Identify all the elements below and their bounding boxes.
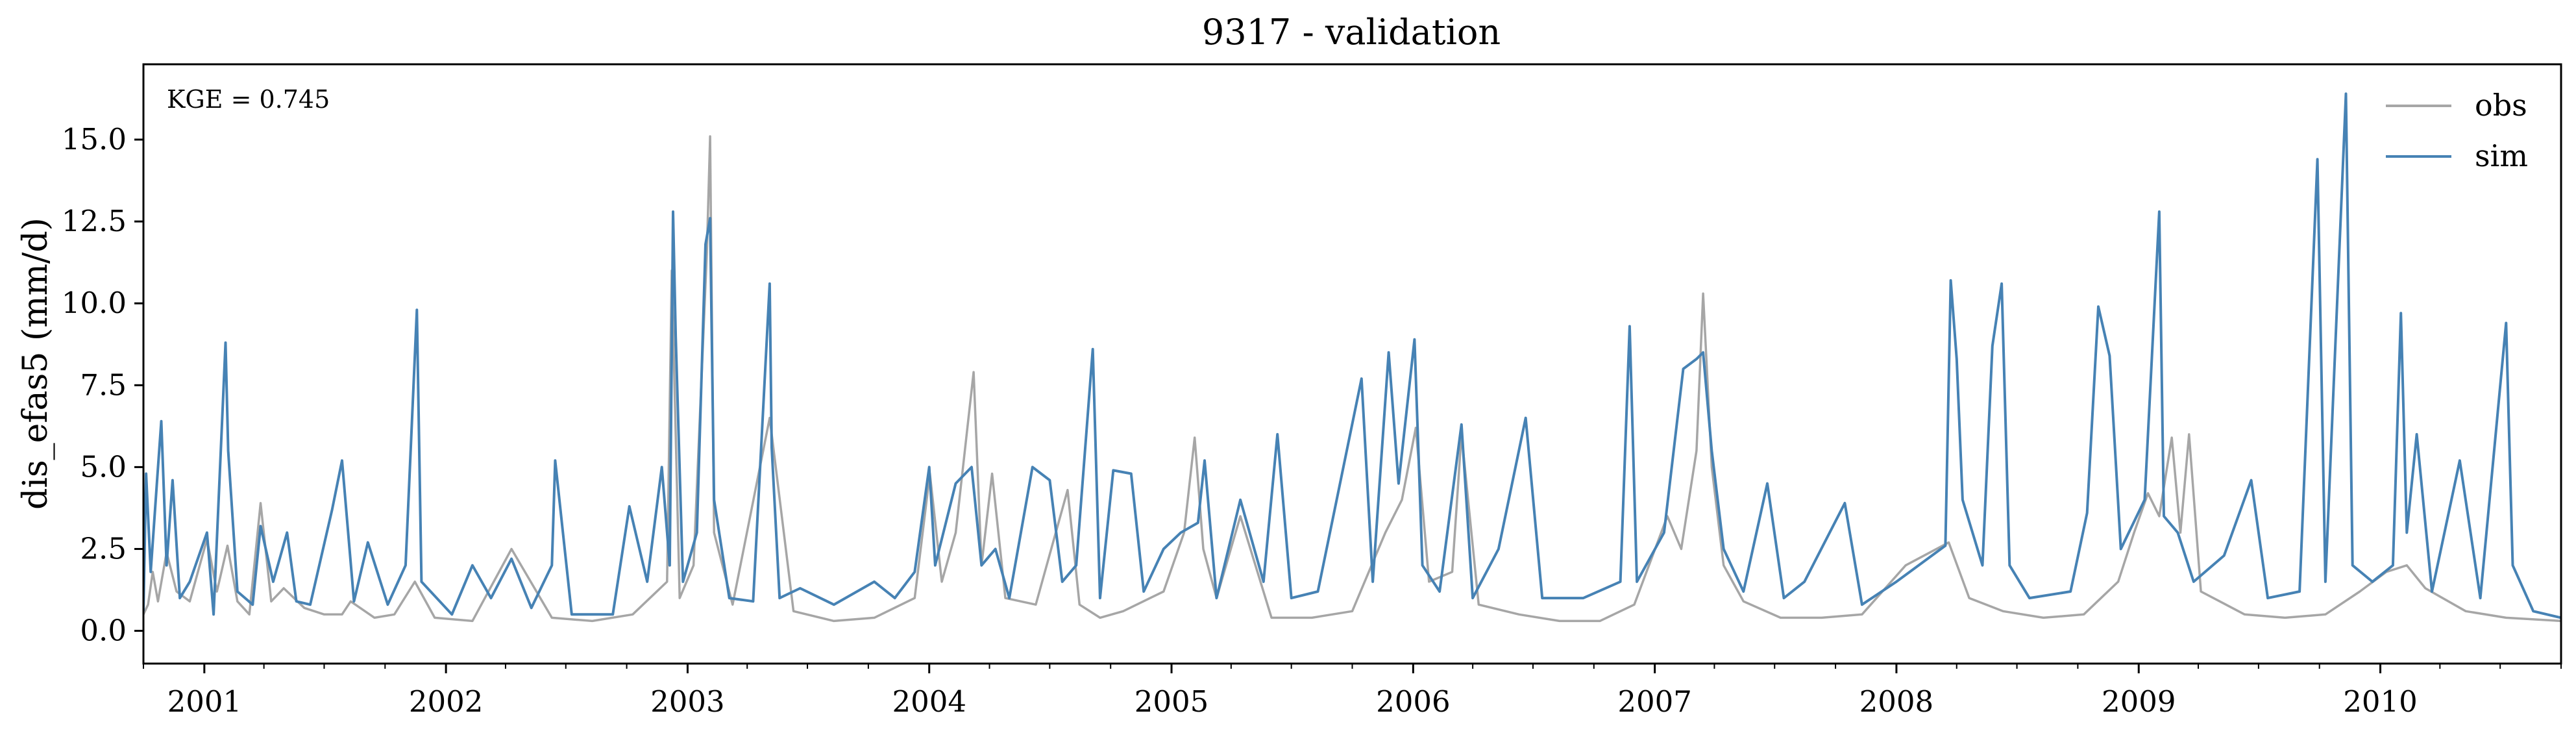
series-line-sim [143, 92, 2561, 619]
y-tick-label: 0.0 [80, 614, 127, 648]
x-axis: 2001 2002 2003 2004 2005 2006 2007 2008 2009 2010 [143, 664, 2562, 719]
series-line-obs [143, 135, 2561, 623]
x-tick-label: 2005 [1135, 684, 1209, 719]
y-tick-label: 15.0 [62, 122, 127, 156]
x-tick-label: 2006 [1376, 684, 1451, 719]
x-tick-label: 2004 [892, 684, 966, 719]
y-tick-label: 2.5 [80, 531, 127, 566]
y-axis-label: dis_efas5 (mm/d) [16, 218, 55, 510]
legend-sim-label: sim [2475, 138, 2528, 173]
x-tick-label: 2010 [2343, 684, 2418, 719]
plot-area [143, 92, 2561, 623]
x-tick-label: 2009 [2102, 684, 2176, 719]
x-tick-label: 2007 [1617, 684, 1692, 719]
y-tick-label: 7.5 [80, 368, 127, 402]
series-layer [143, 92, 2561, 623]
x-tick-label: 2002 [409, 684, 484, 719]
x-tick-label: 2003 [650, 684, 725, 719]
x-tick-label: 2001 [167, 684, 242, 719]
legend-obs-label: obs [2475, 88, 2527, 123]
y-tick-label: 12.5 [62, 204, 127, 238]
legend: obs sim [2386, 88, 2528, 173]
chart-title: 9317 - validation [1202, 12, 1501, 53]
kge-annotation: KGE = 0.745 [167, 85, 330, 114]
y-tick-label: 5.0 [80, 449, 127, 484]
y-tick-label: 10.0 [62, 286, 127, 320]
x-tick-label: 2008 [1859, 684, 1934, 719]
y-axis: 0.0 2.5 5.0 7.5 10.0 12.5 15.0 [62, 122, 143, 648]
